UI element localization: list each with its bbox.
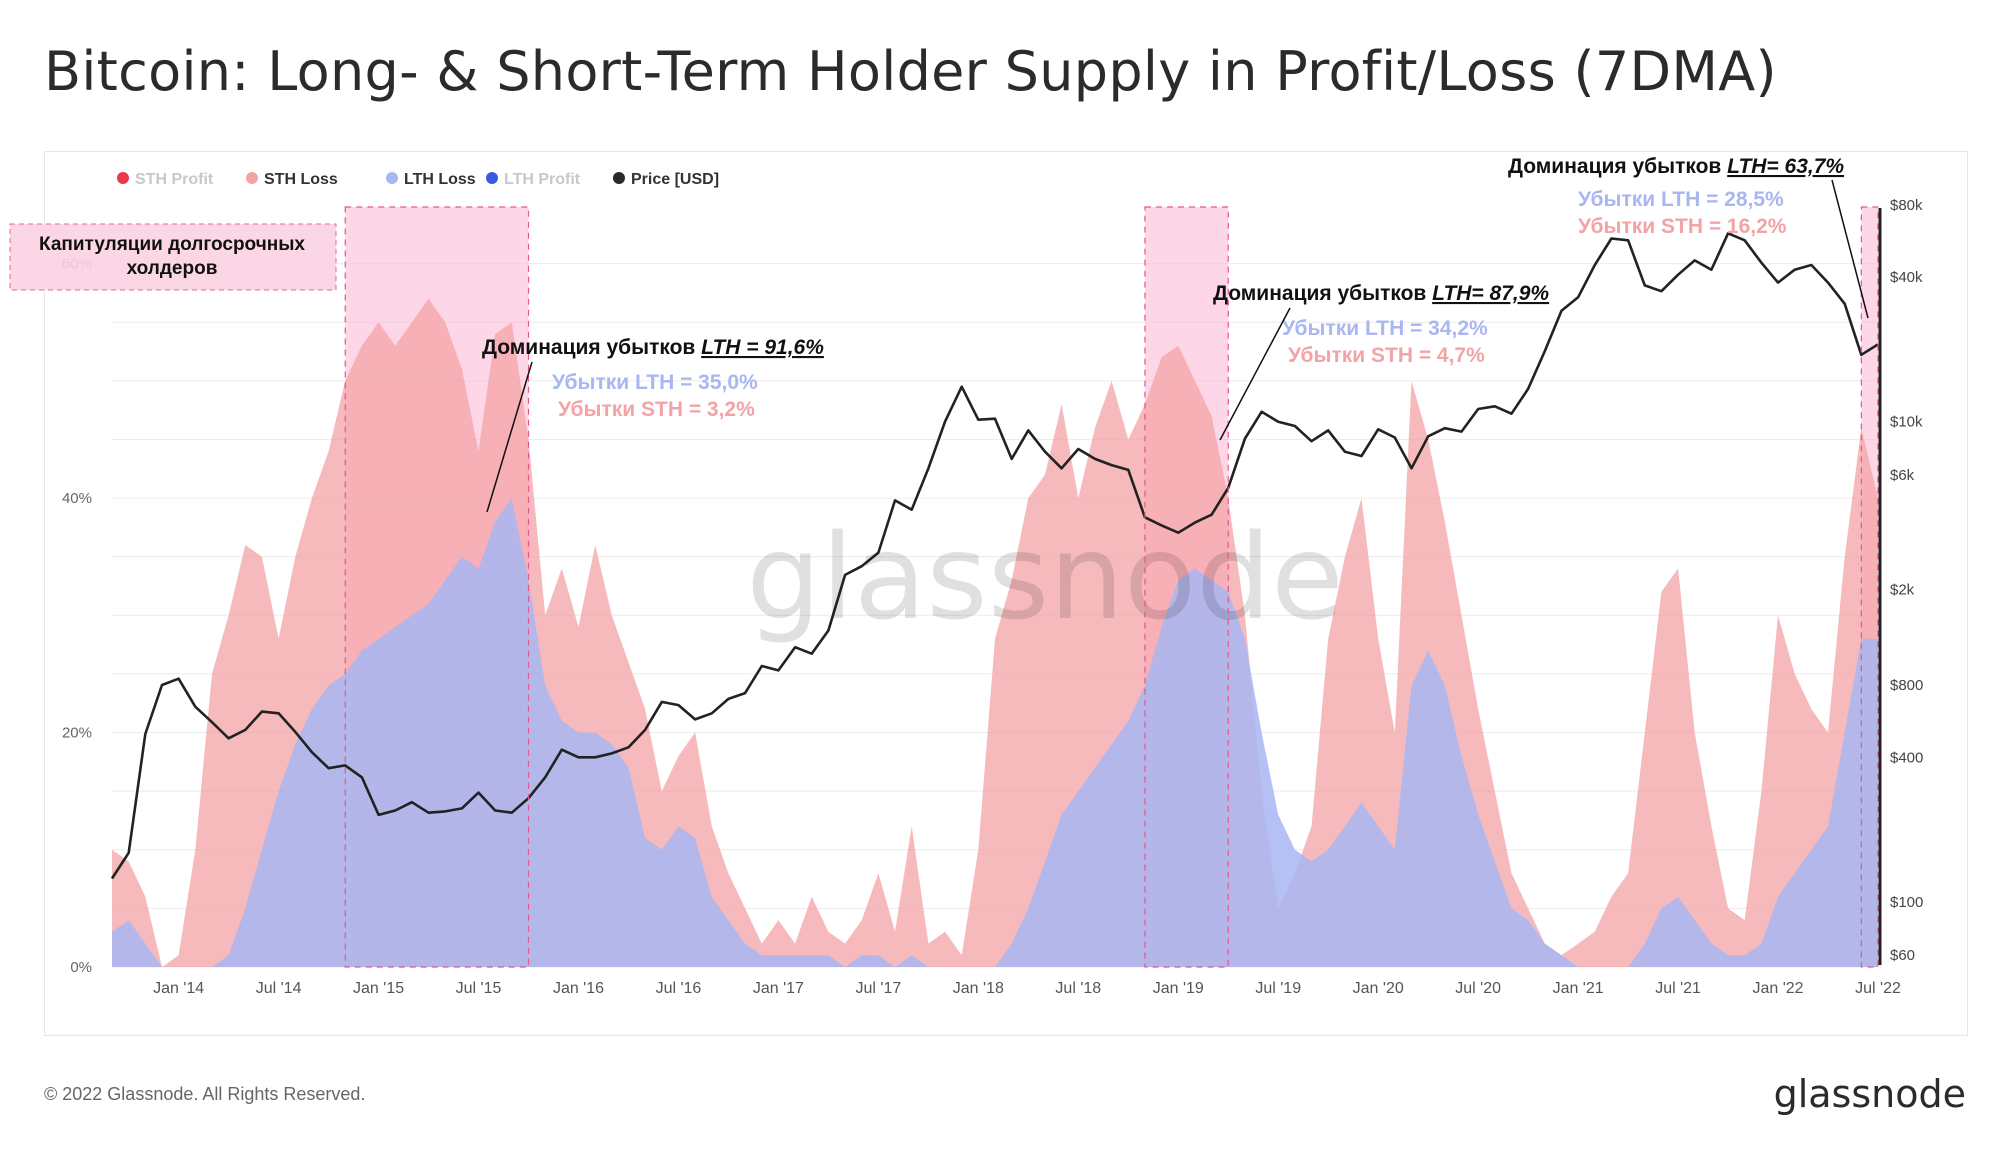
x-tick-label: Jan '20 (1353, 980, 1404, 997)
legend-marker (486, 172, 498, 184)
legend-marker (613, 172, 625, 184)
highlight-borders (344, 206, 1879, 968)
y-right-tick-label: $6k (1890, 467, 1915, 484)
annotation-3-title: Доминация убытков LTH= 63,7% (1508, 155, 1844, 178)
axes: 0%20%40%60%$60$100$400$800$2k$6k$10k$40k… (62, 197, 1923, 997)
x-tick-label: Jul '19 (1255, 980, 1301, 997)
highlight-region-border (1860, 206, 1879, 968)
x-tick-label: Jan '18 (953, 980, 1004, 997)
legend-label: LTH Loss (404, 171, 476, 188)
legend-label: STH Loss (264, 171, 338, 188)
lth-loss-area (112, 498, 1878, 967)
watermark: glassnode (746, 508, 1343, 646)
annotation-1-lth: Убытки LTH = 35,0% (552, 371, 758, 394)
x-tick-label: Jul '17 (856, 980, 902, 997)
x-tick-label: Jul '15 (456, 980, 502, 997)
annotation-1-sth: Убытки STH = 3,2% (558, 398, 755, 421)
x-tick-label: Jan '21 (1553, 980, 1604, 997)
y-right-tick-label: $2k (1890, 582, 1915, 599)
legend: STH Profit STH Loss LTH Loss LTH Profit Pric… (117, 171, 719, 188)
annotation-3-prefix: Доминация убытков (1508, 155, 1727, 178)
x-tick-label: Jan '17 (753, 980, 804, 997)
annotation-3-pointer (1831, 179, 1869, 319)
area-series (112, 298, 1878, 967)
annotation-3-lth: Убытки LTH = 28,5% (1578, 188, 1784, 211)
price-line (110, 232, 1879, 880)
x-tick-label: Jul '18 (1055, 980, 1101, 997)
y-left-tick-label: 40% (62, 490, 92, 507)
annotation-2-sth: Убытки STH = 4,7% (1288, 344, 1485, 367)
annotation-3-value: LTH= 63,7% (1727, 155, 1844, 178)
capitulation-label: Капитуляции долгосрочных холдеров (39, 234, 305, 279)
legend-marker (246, 172, 258, 184)
annotation-1-title: Доминация убытков LTH = 91,6% (482, 336, 824, 359)
annotation-3-sth: Убытки STH = 16,2% (1578, 215, 1787, 238)
x-tick-label: Jan '15 (353, 980, 404, 997)
annotation-2-title: Доминация убытков LTH= 87,9% (1213, 282, 1549, 305)
y-right-tick-label: $100 (1890, 894, 1923, 911)
legend-label: LTH Profit (504, 171, 581, 188)
price-series (110, 232, 1879, 880)
x-tick-label: Jul '20 (1455, 980, 1501, 997)
x-tick-label: Jan '16 (553, 980, 604, 997)
page-title: Bitcoin: Long- & Short-Term Holder Suppl… (44, 40, 1777, 103)
highlight-region-border (1144, 206, 1229, 968)
legend-marker (386, 172, 398, 184)
y-left-tick-label: 0% (70, 959, 92, 976)
brand-logo: glassnode (1773, 1072, 1966, 1116)
x-tick-label: Jul '21 (1655, 980, 1701, 997)
annotation-1-pointer (486, 361, 533, 513)
copyright-footer: © 2022 Glassnode. All Rights Reserved. (44, 1084, 366, 1104)
legend-marker (117, 172, 129, 184)
annotation-2-prefix: Доминация убытков (1213, 282, 1432, 305)
annotations: Капитуляции долгосрочных холдеров Доминац… (9, 155, 1869, 513)
y-right-tick-label: $80k (1890, 197, 1923, 214)
x-tick-label: Jan '19 (1153, 980, 1204, 997)
x-tick-label: Jan '14 (153, 980, 204, 997)
y-right-tick-label: $800 (1890, 677, 1923, 694)
annotation-2-pointer (1219, 307, 1291, 441)
x-tick-label: Jul '16 (656, 980, 702, 997)
y-right-tick-label: $10k (1890, 414, 1923, 431)
y-right-tick-label: $400 (1890, 749, 1923, 766)
capitulation-label-box (9, 223, 337, 291)
x-tick-label: Jan '22 (1752, 980, 1803, 997)
y-right-tick-label: $40k (1890, 269, 1923, 286)
x-tick-label: Jul '14 (256, 980, 302, 997)
legend-label: Price [USD] (631, 171, 719, 188)
x-tick-label: Jul '22 (1855, 980, 1901, 997)
y-left-tick-label: 20% (62, 725, 92, 742)
annotation-1-prefix: Доминация убытков (482, 336, 701, 359)
y-right-tick-label: $60 (1890, 947, 1915, 964)
highlight-region-border (344, 206, 530, 968)
annotation-2-value: LTH= 87,9% (1432, 282, 1549, 305)
annotation-2-lth: Убытки LTH = 34,2% (1282, 317, 1488, 340)
legend-label: STH Profit (135, 171, 214, 188)
chart-frame (44, 151, 1968, 1036)
annotation-1-value: LTH = 91,6% (701, 336, 824, 359)
